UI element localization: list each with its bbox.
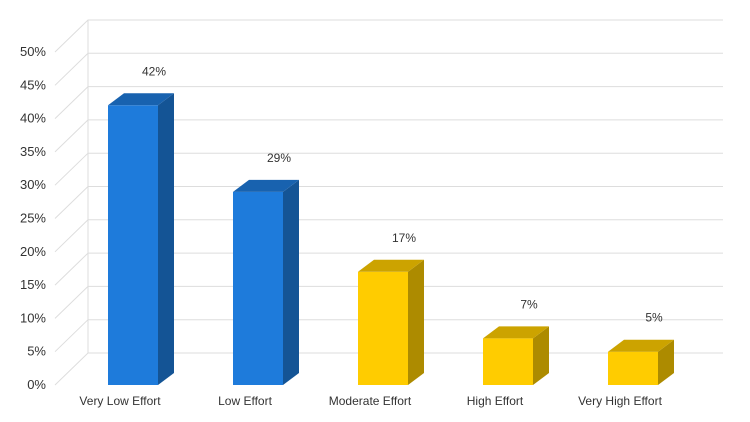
bar-top-face (108, 93, 174, 106)
y-tick-label: 50% (20, 44, 46, 59)
data-label: 17% (392, 231, 416, 245)
data-label: 42% (142, 64, 166, 78)
gridlines (54, 19, 723, 386)
x-category-label: Moderate Effort (329, 394, 412, 408)
y-tick-label: 30% (20, 177, 46, 192)
bar-front-face (233, 191, 283, 385)
y-axis: 0% 5% 10% 15% 20% 25% 30% 35% 40% 45% 50% (20, 44, 46, 392)
bar-side-face (158, 93, 174, 385)
bar-front-face (108, 105, 158, 385)
x-category-label: Very Low Effort (79, 394, 161, 408)
bar-top-face (483, 326, 549, 339)
bar-top-face (358, 259, 424, 272)
data-label: 7% (520, 297, 538, 311)
bar-front-face (358, 271, 408, 385)
y-tick-label: 40% (20, 111, 46, 126)
y-tick-label: 35% (20, 144, 46, 159)
bar (358, 259, 424, 385)
bar-top-face (608, 339, 674, 352)
data-label: 29% (267, 151, 291, 165)
bar-front-face (483, 338, 533, 385)
y-tick-label: 25% (20, 211, 46, 226)
x-axis-categories: Very Low Effort Low Effort Moderate Effort… (79, 394, 662, 408)
bar-front-face (608, 351, 658, 385)
bar-side-face (283, 179, 299, 385)
y-tick-label: 20% (20, 244, 46, 259)
gridline (54, 19, 723, 53)
y-tick-label: 15% (20, 277, 46, 292)
bar (233, 179, 299, 385)
y-tick-label: 5% (27, 344, 46, 359)
bar (108, 93, 174, 385)
data-label: 5% (645, 311, 663, 325)
y-tick-label: 45% (20, 77, 46, 92)
x-category-label: Very High Effort (578, 394, 662, 408)
bars (108, 93, 674, 385)
y-tick-label: 10% (20, 310, 46, 325)
bar-side-face (533, 326, 549, 385)
bar (483, 326, 549, 385)
data-labels: 42% 29% 17% 7% 5% (142, 64, 663, 324)
x-category-label: High Effort (467, 394, 524, 408)
bar (608, 339, 674, 385)
bar-side-face (408, 259, 424, 385)
x-category-label: Low Effort (218, 394, 272, 408)
y-tick-label: 0% (27, 377, 46, 392)
bar-side-face (658, 339, 674, 385)
bar-top-face (233, 179, 299, 192)
